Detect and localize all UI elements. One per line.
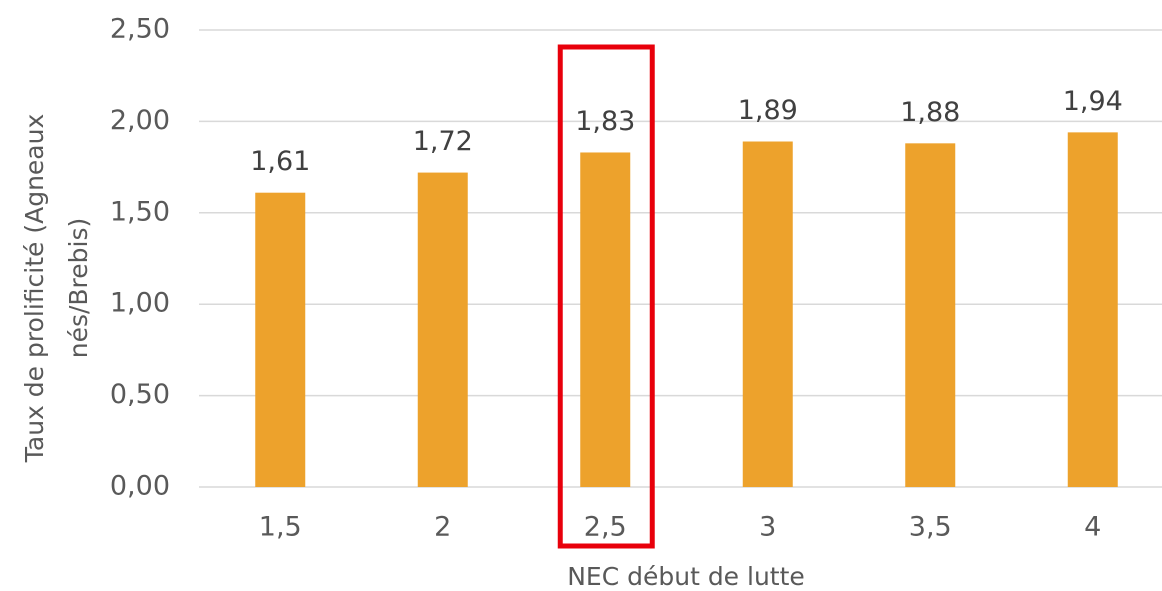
- highlight-box: [557, 44, 655, 549]
- data-label: 1,94: [1063, 86, 1123, 117]
- x-tick-label: 3: [759, 512, 776, 543]
- y-tick-label: 1,50: [110, 196, 170, 227]
- y-tick-label: 0,50: [110, 379, 170, 410]
- bar: [255, 192, 306, 487]
- y-axis-title: Taux de prolificité (Agneaux: [20, 114, 49, 464]
- data-label: 1,89: [738, 95, 798, 126]
- x-tick-label: 2,5: [584, 512, 627, 543]
- bar: [417, 172, 468, 488]
- x-axis-title: NEC début de lutte: [567, 562, 805, 591]
- x-tick-label: 4: [1084, 512, 1101, 543]
- y-tick-label: 0,00: [110, 471, 170, 502]
- bar: [905, 143, 956, 487]
- y-tick-label: 1,00: [110, 288, 170, 319]
- x-tick-label: 1,5: [259, 512, 302, 543]
- data-label: 1,88: [900, 97, 960, 128]
- data-label: 1,72: [413, 126, 473, 157]
- data-label: 1,61: [250, 146, 310, 177]
- x-tick-label: 2: [434, 512, 451, 543]
- bar: [1067, 132, 1118, 488]
- bar: [580, 152, 631, 487]
- y-tick-label: 2,50: [110, 14, 170, 45]
- x-tick-label: 3,5: [909, 512, 952, 543]
- y-tick-label: 2,00: [110, 105, 170, 136]
- y-axis-title: nés/Brebis): [64, 218, 93, 359]
- bar: [742, 141, 793, 487]
- data-label: 1,83: [575, 106, 635, 137]
